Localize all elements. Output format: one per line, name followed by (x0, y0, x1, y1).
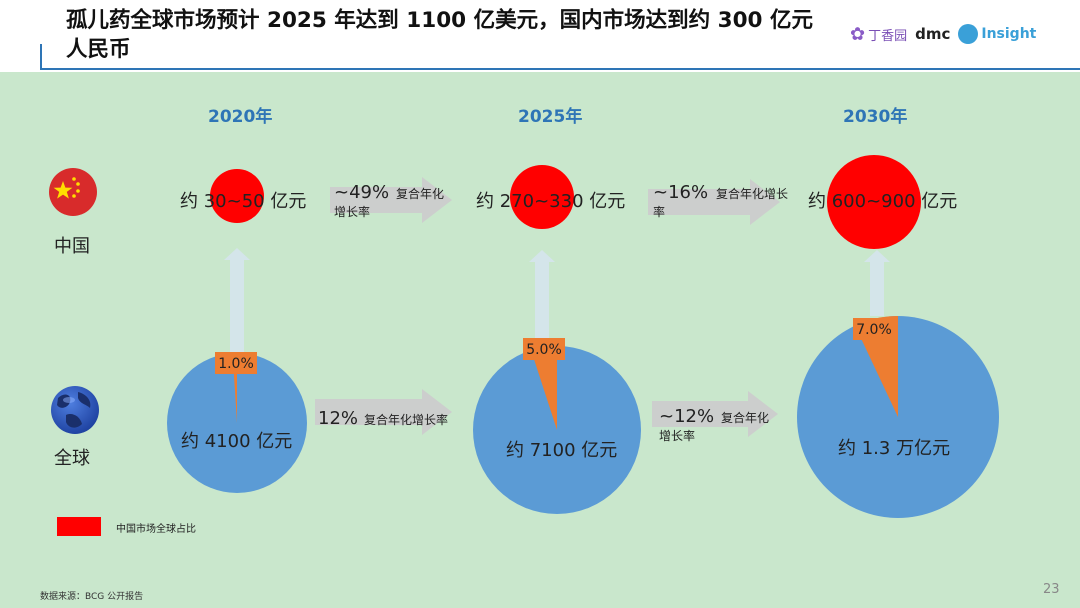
china-share-slice-2030年 (854, 315, 898, 417)
insight-bird-icon (958, 24, 979, 44)
global-growth-label-1: 复合年化增长率 (364, 412, 448, 427)
china-growth-label-2b: 率 (653, 204, 665, 219)
globe-icon (51, 386, 99, 434)
china-market-label: 约 600~900 亿元 (808, 191, 957, 212)
arrow-china-2025-2030 (648, 179, 780, 225)
arrow-layer (224, 177, 890, 437)
china-bubble-layer (210, 155, 921, 249)
global-pie-layer (167, 315, 999, 518)
china-market-bubble-2030年 (827, 155, 921, 249)
row-label-global: 全球 (54, 448, 90, 469)
china-growth-label-1a: 复合年化 (396, 186, 444, 201)
insight-logo: Insight (958, 24, 1036, 44)
title-underline (40, 68, 1080, 70)
share-label-box (523, 338, 565, 360)
china-market-label: 约 30~50 亿元 (180, 191, 306, 212)
year-label-2025: 2025年 (518, 107, 583, 127)
dingxiangyuan-logo: ✿ 丁香园 (850, 23, 908, 45)
data-source: 数据来源：BCG 公开报告 (40, 592, 144, 602)
china-market-bubble-2020年 (210, 169, 264, 223)
china-flag-icon (49, 168, 97, 216)
share-arrow-2025 (529, 250, 555, 346)
annotation-layer: 约 30~50 亿元 约 270~330 亿元 约 600~900 亿元约 4100… (180, 182, 957, 461)
arrow-global-2020-2025 (315, 389, 452, 435)
header: 孤儿药全球市场预计 2025 年达到 1100 亿美元，国内市场达到约 300 … (0, 0, 1080, 72)
china-market-bubble-2025年 (510, 165, 574, 229)
page-title: 孤儿药全球市场预计 2025 年达到 1100 亿美元，国内市场达到约 300 … (66, 8, 813, 62)
year-label-2030: 2030年 (843, 107, 908, 127)
legend-label: 中国市场全球占比 (116, 524, 196, 535)
global-market-label: 约 1.3 万亿元 (838, 438, 950, 459)
dmc-logo: dmc (915, 25, 951, 43)
share-arrow-2020 (224, 248, 250, 352)
share-label-box (853, 318, 895, 340)
china-market-label: 约 270~330 亿元 (476, 191, 625, 212)
china-growth-value-2: ~16% (653, 182, 708, 203)
china-share-slice-2025年 (531, 346, 557, 430)
global-market-label: 约 7100 亿元 (506, 440, 617, 461)
arrow-global-2025-2030 (652, 391, 778, 437)
share-label: 5.0% (526, 342, 562, 358)
year-label-2020: 2020年 (208, 107, 273, 127)
global-growth-label-2a: 复合年化 (721, 410, 769, 425)
row-label-china: 中国 (54, 236, 90, 257)
title-underline-corner (40, 44, 42, 70)
global-growth-value-1: 12% (318, 408, 358, 429)
china-growth-label-2a: 复合年化增长 (716, 186, 788, 201)
arrow-china-2020-2025 (330, 177, 452, 223)
flower-icon: ✿ (850, 23, 866, 45)
legend-swatch-china-share (57, 517, 101, 536)
share-label-box (215, 352, 257, 374)
share-label: 7.0% (856, 322, 892, 338)
share-label: 1.0% (218, 356, 254, 372)
china-growth-label-1b: 增长率 (334, 204, 370, 219)
global-market-label: 约 4100 亿元 (181, 431, 292, 452)
page-number: 23 (1043, 582, 1060, 597)
logo-group: ✿ 丁香园 dmc Insight (850, 20, 1036, 48)
global-growth-value-2: ~12% (659, 406, 714, 427)
global-growth-label-2b: 增长率 (659, 428, 695, 443)
china-growth-value-1: ~49% (334, 182, 389, 203)
share-arrow-2030 (864, 250, 890, 316)
